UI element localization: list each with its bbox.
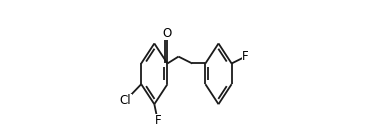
Text: F: F — [155, 114, 161, 127]
Text: O: O — [163, 27, 172, 40]
Text: F: F — [242, 50, 249, 63]
Text: Cl: Cl — [120, 94, 131, 107]
